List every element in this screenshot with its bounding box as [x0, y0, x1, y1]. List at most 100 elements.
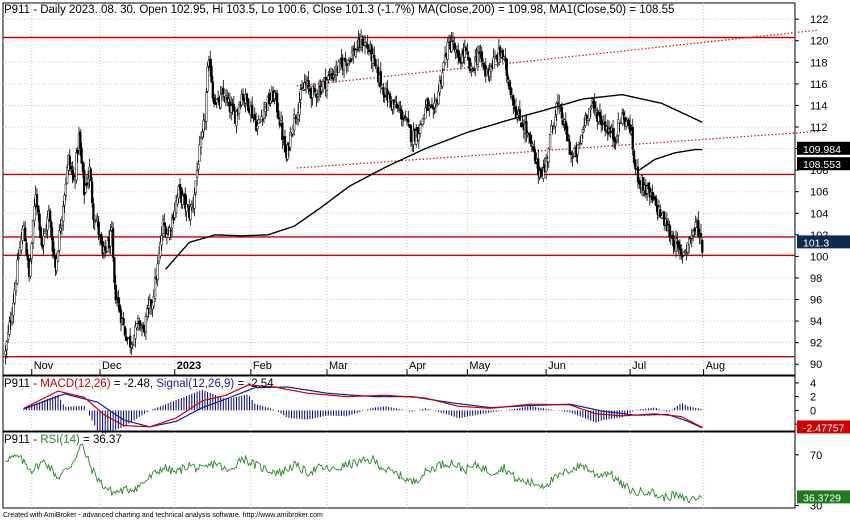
x-tick-label: Jun: [548, 360, 566, 372]
candle-body: [45, 229, 48, 232]
price-tick-label: 100: [810, 251, 828, 263]
candle-body: [488, 70, 491, 77]
candle-body: [622, 112, 625, 116]
candle-body: [123, 326, 127, 336]
support-resistance-lines: [3, 36, 795, 358]
candle-body: [56, 251, 60, 262]
candle-body: [554, 116, 557, 127]
candle-body: [601, 124, 604, 126]
candle-body: [509, 86, 512, 95]
candle-body: [505, 59, 508, 77]
candle-body: [571, 157, 574, 159]
candle-body: [232, 104, 235, 112]
candle-body: [694, 222, 697, 229]
candle-body: [646, 185, 649, 194]
candle-body: [508, 81, 511, 90]
candle-body: [325, 79, 329, 91]
candle-body: [651, 192, 654, 200]
candle-body: [85, 183, 89, 186]
candle-body: [316, 94, 319, 97]
candle-body: [89, 168, 92, 181]
candle-body: [499, 46, 502, 56]
candle-body: [611, 128, 615, 140]
candle-body: [588, 108, 591, 120]
candle-body: [396, 104, 399, 109]
candle-body: [617, 119, 620, 136]
candle-body: [58, 230, 61, 251]
candle-body: [682, 252, 686, 256]
candle-body: [556, 102, 560, 105]
candle-body: [180, 187, 183, 203]
candle-body: [525, 121, 528, 133]
candle-body: [380, 84, 384, 89]
candle-body: [463, 47, 466, 58]
candle-body: [164, 226, 167, 238]
candle-body: [159, 241, 162, 257]
candle-body: [548, 134, 552, 150]
candle-body: [697, 220, 700, 237]
candle-body: [68, 155, 71, 166]
candle-body: [674, 238, 678, 253]
candle-body: [350, 52, 354, 60]
candle-body: [438, 80, 441, 93]
candle-body: [621, 112, 624, 124]
candle-body: [37, 205, 40, 213]
candle-body: [677, 241, 680, 248]
price-tick-label: 94: [810, 316, 822, 328]
candle-body: [241, 93, 245, 101]
candle-body: [16, 259, 19, 284]
candle-body: [544, 158, 548, 172]
candle-body: [144, 316, 148, 333]
candle-body: [181, 195, 184, 206]
candle-body: [198, 144, 201, 162]
candle-body: [568, 141, 571, 155]
candle-body: [291, 128, 295, 135]
x-tick-label: Aug: [706, 360, 726, 372]
candle-body: [93, 221, 96, 224]
candle-body: [663, 211, 666, 226]
candle-body: [157, 253, 161, 262]
macd-panel-title: P911 - MACD(12,26) = -2.48, Signal(12,26…: [4, 378, 274, 390]
candle-body: [279, 120, 283, 124]
candle-body: [76, 149, 79, 154]
candle-body: [262, 109, 266, 119]
candle-body: [142, 325, 145, 329]
candle-body: [63, 195, 66, 206]
candle-body: [542, 167, 545, 179]
candle-body: [163, 222, 166, 226]
candle-body: [506, 76, 510, 80]
macd-title-prefix: P911 -: [4, 378, 40, 390]
candle-body: [625, 121, 628, 127]
rsi-tick-label: 70: [810, 450, 822, 462]
candle-body: [311, 85, 314, 98]
candle-body: [174, 200, 178, 214]
candle-body: [547, 148, 550, 163]
candle-body: [210, 65, 213, 83]
candle-body: [457, 49, 460, 58]
price-tick-label: 106: [810, 187, 828, 199]
candle-body: [33, 206, 36, 221]
price-tick-label: 118: [810, 57, 828, 69]
candle-body: [209, 59, 212, 69]
candle-body: [586, 118, 590, 121]
rsi-grid: [31, 432, 705, 508]
candle-body: [581, 129, 585, 133]
candle-body: [52, 249, 56, 257]
candle-body: [113, 257, 116, 283]
candle-body: [299, 89, 302, 100]
candle-body: [189, 206, 192, 220]
candle-body: [18, 247, 22, 256]
candle-body: [693, 228, 696, 232]
candle-body: [417, 133, 420, 141]
candle-body: [432, 108, 435, 110]
macd-tick-label: 2: [810, 392, 816, 404]
ma200-line: [165, 93, 703, 270]
rsi-value-tag: 36.3729: [797, 490, 850, 504]
candle-body: [253, 114, 256, 120]
rsi-tick-label: 30: [810, 500, 822, 512]
macd-last-tag: -2.47757: [803, 422, 845, 434]
candle-body: [235, 110, 238, 126]
candle-body: [687, 238, 691, 245]
rsi-y-axis: 30 70: [795, 450, 822, 512]
candle-body: [122, 318, 125, 326]
